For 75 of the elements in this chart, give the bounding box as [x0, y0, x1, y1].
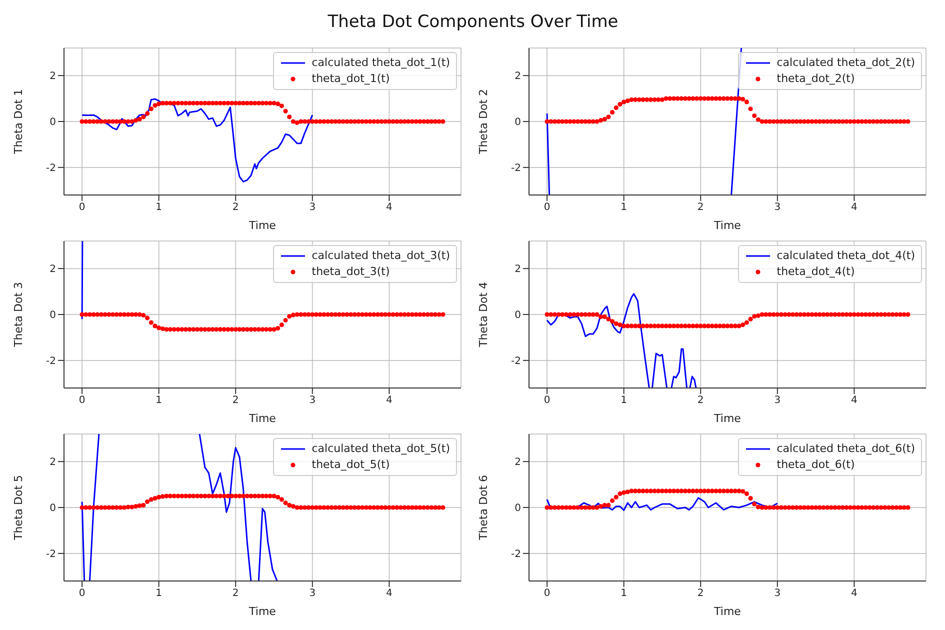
x-tick-label: 3 — [774, 588, 781, 600]
x-axis-title: Time — [248, 605, 276, 618]
y-tick-label: -2 — [46, 548, 56, 560]
line-series — [546, 497, 778, 512]
x-tick-label: 2 — [697, 202, 704, 214]
x-tick-label: 4 — [851, 202, 858, 214]
y-tick-label: 0 — [50, 117, 56, 128]
x-axis-title: Time — [713, 605, 742, 618]
legend-label: calculated theta_dot_2(t) — [776, 55, 915, 71]
y-axis-title: Theta Dot 6 — [476, 474, 490, 542]
legend-label: theta_dot_6(t) — [776, 457, 855, 473]
x-tick-label: 4 — [851, 395, 858, 406]
y-tick-label: 2 — [514, 264, 521, 276]
y-tick-label: 2 — [514, 457, 521, 468]
x-tick-label: 2 — [232, 395, 239, 406]
y-axis-title: Theta Dot 5 — [12, 474, 25, 542]
y-tick-label: 2 — [50, 71, 56, 82]
y-axis-title: Theta Dot 4 — [476, 282, 490, 348]
x-tick-label: 0 — [78, 202, 86, 214]
y-tick-label: 2 — [514, 71, 521, 82]
y-tick-label: 0 — [514, 310, 521, 322]
x-tick-label: 1 — [156, 588, 162, 600]
x-tick-label: 0 — [544, 588, 550, 600]
x-axis-title: Time — [248, 219, 276, 232]
x-tick-label: 2 — [232, 202, 239, 214]
y-tick-label: -2 — [46, 162, 56, 174]
y-tick-label: 2 — [50, 264, 56, 276]
x-tick-label: 2 — [697, 395, 704, 406]
y-axis-title: Theta Dot 1 — [12, 88, 25, 156]
x-tick-label: 4 — [851, 588, 858, 600]
x-tick-label: 0 — [544, 395, 550, 406]
x-tick-label: 3 — [774, 395, 781, 406]
x-tick-label: 0 — [78, 588, 86, 600]
y-tick-label: -2 — [511, 356, 521, 367]
x-tick-label: 3 — [774, 202, 781, 214]
legend-label: calculated theta_dot_5(t) — [312, 441, 450, 457]
x-axis-title: Time — [713, 219, 742, 232]
legend-label: calculated theta_dot_6(t) — [776, 441, 915, 457]
x-tick-label: 1 — [156, 202, 162, 214]
legend-label: theta_dot_2(t) — [776, 71, 855, 87]
legend-label: theta_dot_1(t) — [312, 71, 390, 87]
x-tick-label: 1 — [620, 202, 628, 214]
y-tick-label: -2 — [511, 162, 521, 174]
x-tick-label: 1 — [620, 588, 628, 600]
x-axis-title: Time — [713, 412, 742, 425]
line-series — [81, 98, 314, 182]
y-tick-label: 0 — [50, 503, 56, 514]
legend-label: calculated theta_dot_3(t) — [312, 248, 450, 264]
x-tick-label: 0 — [78, 395, 86, 406]
legend-label: theta_dot_3(t) — [312, 264, 390, 280]
y-tick-label: 2 — [50, 457, 56, 468]
y-tick-label: -2 — [511, 548, 521, 560]
legend-label: theta_dot_5(t) — [312, 457, 390, 473]
x-tick-label: 2 — [697, 588, 704, 600]
x-tick-label: 4 — [386, 395, 392, 406]
y-tick-label: 0 — [514, 503, 521, 514]
x-tick-label: 4 — [386, 588, 392, 600]
legend-label: theta_dot_4(t) — [776, 264, 855, 280]
x-tick-label: 1 — [620, 395, 628, 406]
x-tick-label: 0 — [544, 202, 550, 214]
y-tick-label: 0 — [50, 310, 56, 322]
x-axis-title: Time — [248, 412, 276, 425]
y-axis-title: Theta Dot 2 — [476, 88, 490, 156]
x-tick-label: 1 — [156, 395, 162, 406]
y-axis-title: Theta Dot 3 — [12, 282, 25, 348]
legend-label: calculated theta_dot_1(t) — [312, 55, 450, 71]
legend-label: calculated theta_dot_4(t) — [776, 248, 915, 264]
x-tick-label: 4 — [386, 202, 392, 214]
chart-title: Theta Dot Components Over Time — [326, 11, 620, 34]
x-tick-label: 2 — [232, 588, 239, 600]
x-tick-label: 3 — [309, 395, 316, 406]
x-tick-label: 3 — [309, 202, 316, 214]
x-tick-label: 3 — [309, 588, 316, 600]
y-tick-label: 0 — [514, 117, 521, 128]
y-tick-label: -2 — [46, 356, 56, 367]
